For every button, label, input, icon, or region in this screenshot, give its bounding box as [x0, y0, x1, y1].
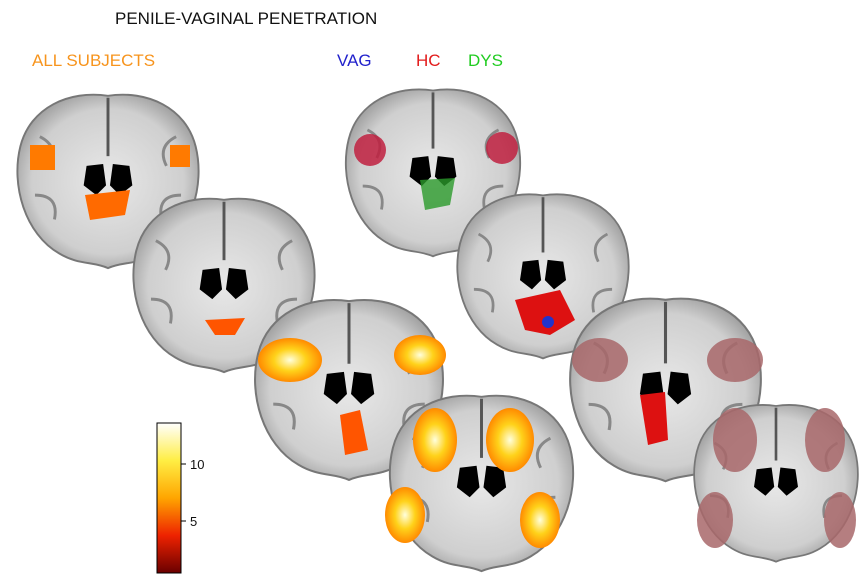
figure: PENILE-VAGINAL PENETRATION ALL SUBJECTS … [0, 0, 864, 582]
legend-entry: VAG [337, 51, 372, 70]
colorbar-tick-label: 5 [190, 514, 197, 529]
figure-title: PENILE-VAGINAL PENETRATION [115, 9, 377, 28]
legend-entry: HC [416, 51, 441, 70]
panel-label: ALL SUBJECTS [32, 51, 155, 70]
colorbar [157, 423, 181, 573]
colorbar-tick-label: 10 [190, 457, 204, 472]
legend-entry: DYS [468, 51, 503, 70]
